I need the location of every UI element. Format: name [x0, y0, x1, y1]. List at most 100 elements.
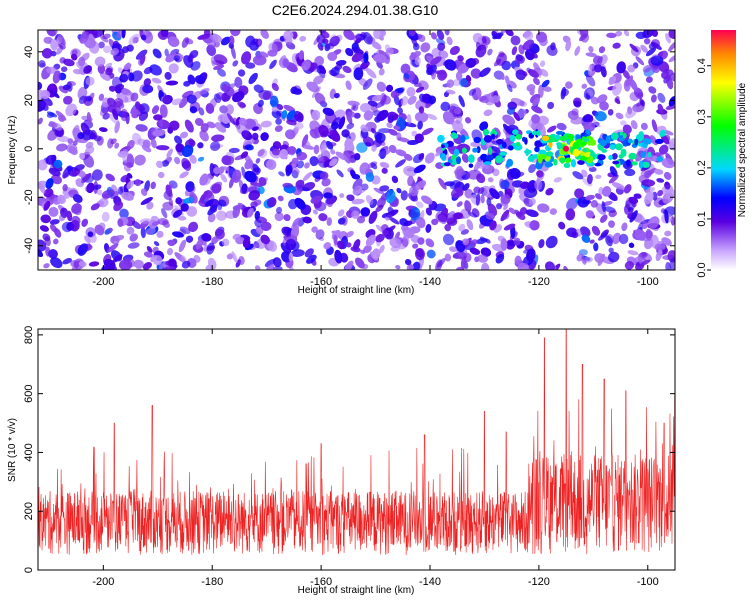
spectrogram-cell [532, 97, 540, 107]
spectrogram-cell [446, 79, 455, 88]
signal-cell [575, 134, 581, 141]
spectrogram-cell [623, 79, 631, 92]
spectrogram-cell [335, 60, 347, 66]
spectrogram-cell [277, 195, 284, 202]
spectrogram-cell [455, 71, 463, 81]
signal-cell [441, 153, 447, 162]
spectrogram-cell [244, 118, 257, 130]
signal-cell [638, 160, 644, 169]
spectrogram-cell [278, 171, 285, 177]
spectrogram-cell [509, 168, 521, 179]
spectrogram-cell [46, 30, 58, 37]
spectrogram-cell [220, 174, 228, 183]
spectrogram-cell [585, 52, 597, 57]
spectrogram-cell [375, 233, 385, 243]
spectrogram-cell [329, 129, 341, 142]
spectrogram-cell [99, 72, 111, 81]
spectrogram-cell [403, 153, 413, 161]
spectrogram-cell [595, 174, 602, 180]
spectrogram-cell [117, 150, 129, 158]
spectrogram-cell [442, 111, 455, 125]
spectrogram-cell [245, 62, 256, 69]
y-tick-label: 20 [23, 94, 35, 106]
spectrogram-cell [171, 98, 182, 106]
spectrogram-cell [112, 235, 125, 242]
spectrogram-cell [403, 165, 417, 177]
spectrogram-cell [193, 254, 201, 263]
spectrogram-cell [173, 135, 183, 145]
spectrogram-cell [608, 247, 614, 254]
spectrogram-cell [400, 63, 411, 74]
x-tick-label: -120 [528, 576, 550, 588]
spectrogram-cell [189, 106, 198, 114]
spectrogram-cell [510, 35, 521, 46]
spectrogram-cell [172, 231, 184, 238]
spectrogram-cell [523, 30, 534, 40]
spectrogram-cell [264, 258, 276, 268]
y-tick-label: 40 [23, 46, 35, 58]
spectrogram-cell [572, 171, 584, 180]
spectrogram-cell [450, 187, 464, 199]
spectrogram-cell [249, 41, 259, 51]
spectrogram-cell [373, 30, 385, 39]
spectrogram-cell [542, 86, 552, 92]
signal-cell [461, 147, 467, 154]
spectrogram-cell [629, 210, 638, 223]
signal-cell [589, 139, 597, 146]
spectrogram-cell [152, 255, 163, 266]
spectrogram-cell [181, 144, 194, 158]
spectrogram-cell [415, 180, 427, 190]
spectrogram-cell [53, 159, 63, 169]
spectrogram-cell [156, 230, 164, 238]
spectrogram-cell [84, 146, 95, 155]
spectrogram-cell [508, 207, 517, 215]
spectrogram-cell [363, 110, 374, 121]
spectrogram-cell [68, 146, 78, 155]
spectrogram-cell [179, 226, 191, 234]
spectrogram-cell [629, 43, 639, 53]
spectrogram-cell [600, 66, 607, 78]
spectrogram-cell [65, 103, 77, 117]
spectrogram-cell [379, 244, 385, 254]
spectrogram-panel: -200 -180 -160 -140 -120 -100 40 20 0 -20 -40 Hei… [7, 29, 676, 296]
x-tick-label: -180 [201, 276, 223, 288]
spectrogram-cell [145, 32, 152, 38]
spectrogram-cell [103, 45, 112, 54]
spectrogram-cell [344, 138, 354, 151]
y-tick-label: -40 [23, 238, 35, 254]
spectrogram-cell [213, 93, 222, 104]
y-tick-label: 0 [23, 146, 35, 152]
spectrogram-cell [257, 149, 265, 157]
spectrogram-cell [573, 100, 582, 108]
spectrogram-cell [633, 193, 642, 199]
spectrogram-cell [197, 142, 204, 149]
spectrogram-cell [668, 30, 675, 39]
spectrogram-cell [226, 113, 236, 125]
spectrogram-cell [231, 251, 238, 263]
spectrogram-cell [302, 171, 313, 181]
spectrogram-cell [122, 157, 128, 163]
spectrogram-cell [591, 225, 601, 236]
spectrogram-cell [209, 141, 221, 152]
spectrogram-cell [157, 30, 168, 40]
spectrogram-cell [126, 180, 135, 189]
spectrogram-cell [612, 232, 621, 245]
x-tick-label: -120 [528, 276, 550, 288]
spectrogram-cell [430, 56, 442, 66]
spectrogram-cell [362, 32, 373, 45]
spectrogram-cell [214, 228, 225, 240]
spectrogram-cell [637, 253, 643, 264]
spectrogram-cell [207, 257, 217, 270]
spectrogram-cell [276, 103, 284, 111]
spectrogram-cell [608, 220, 615, 228]
spectrogram-cell [594, 111, 607, 122]
spectrogram-cell [538, 36, 548, 47]
spectrogram-cell [114, 120, 120, 134]
spectrogram-cell [476, 173, 486, 184]
spectrogram-cell [378, 128, 392, 134]
spectrogram-cell [360, 207, 371, 217]
spectrogram-cell [53, 238, 59, 245]
spectrogram-cell [489, 220, 497, 231]
spectrogram-cell [112, 254, 123, 263]
spectrogram-cell [85, 76, 95, 86]
